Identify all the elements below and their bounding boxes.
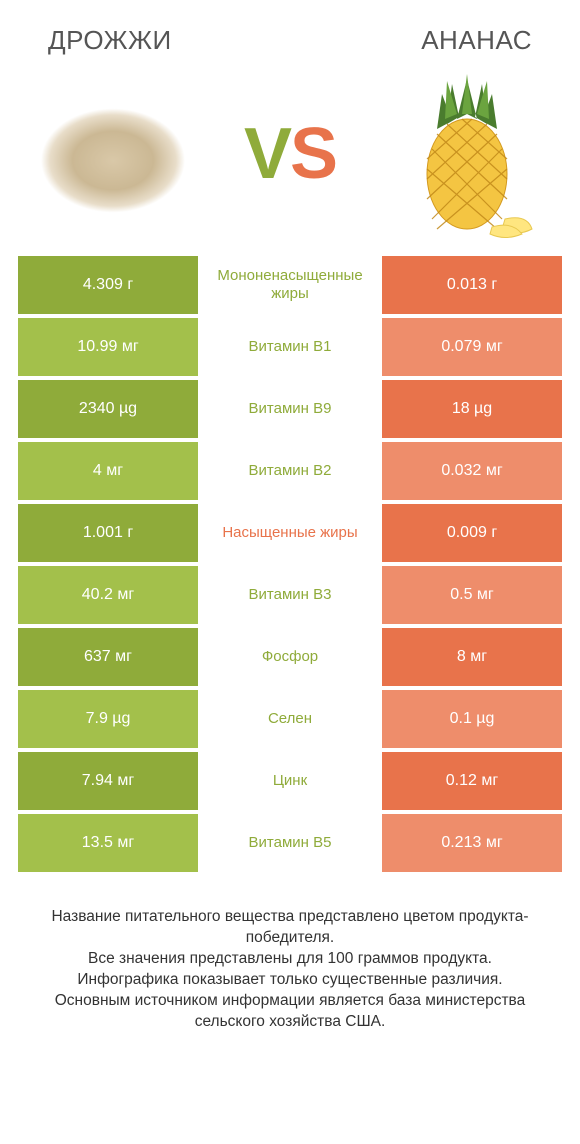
- right-value: 0.1 µg: [382, 690, 562, 748]
- left-value: 1.001 г: [18, 504, 198, 562]
- left-value: 4 мг: [18, 442, 198, 500]
- nutrient-label: Насыщенные жиры: [198, 504, 382, 562]
- nutrient-label: Мононенасыщенные жиры: [198, 256, 382, 314]
- nutrient-label: Витамин B1: [198, 318, 382, 376]
- footer-line: Инфографика показывает только существенн…: [28, 970, 552, 991]
- vs-label: VS: [244, 113, 336, 195]
- footer-line: Все значения представлены для 100 граммо…: [28, 949, 552, 970]
- vs-v: V: [244, 114, 290, 194]
- table-row: 7.94 мгЦинк0.12 мг: [18, 752, 562, 810]
- table-row: 2340 µgВитамин B918 µg: [18, 380, 562, 438]
- right-value: 0.032 мг: [382, 442, 562, 500]
- footer-notes: Название питательного вещества представл…: [18, 907, 562, 1033]
- nutrient-label: Фосфор: [198, 628, 382, 686]
- table-row: 637 мгФосфор8 мг: [18, 628, 562, 686]
- footer-line: Основным источником информации является …: [28, 991, 552, 1033]
- right-value: 0.12 мг: [382, 752, 562, 810]
- footer-line: Название питательного вещества представл…: [28, 907, 552, 949]
- nutrient-label: Цинк: [198, 752, 382, 810]
- right-value: 0.013 г: [382, 256, 562, 314]
- left-value: 7.94 мг: [18, 752, 198, 810]
- left-product-image: [28, 69, 198, 239]
- right-value: 0.009 г: [382, 504, 562, 562]
- table-row: 4 мгВитамин B20.032 мг: [18, 442, 562, 500]
- left-value: 40.2 мг: [18, 566, 198, 624]
- left-value: 4.309 г: [18, 256, 198, 314]
- pineapple-icon: [397, 69, 537, 239]
- yeast-icon: [38, 89, 188, 219]
- nutrient-label: Витамин B2: [198, 442, 382, 500]
- titles-row: ДРОЖЖИ АНАНАС: [18, 20, 562, 66]
- right-value: 0.5 мг: [382, 566, 562, 624]
- left-value: 2340 µg: [18, 380, 198, 438]
- left-product-title: ДРОЖЖИ: [48, 25, 172, 56]
- right-product-title: АНАНАС: [421, 25, 532, 56]
- right-value: 8 мг: [382, 628, 562, 686]
- nutrient-table: 4.309 гМононенасыщенные жиры0.013 г10.99…: [18, 256, 562, 872]
- table-row: 10.99 мгВитамин B10.079 мг: [18, 318, 562, 376]
- vs-s: S: [290, 114, 336, 194]
- table-row: 4.309 гМононенасыщенные жиры0.013 г: [18, 256, 562, 314]
- right-value: 0.213 мг: [382, 814, 562, 872]
- nutrient-label: Витамин B3: [198, 566, 382, 624]
- table-row: 7.9 µgСелен0.1 µg: [18, 690, 562, 748]
- left-value: 13.5 мг: [18, 814, 198, 872]
- left-value: 7.9 µg: [18, 690, 198, 748]
- table-row: 40.2 мгВитамин B30.5 мг: [18, 566, 562, 624]
- nutrient-label: Витамин B9: [198, 380, 382, 438]
- left-value: 10.99 мг: [18, 318, 198, 376]
- left-value: 637 мг: [18, 628, 198, 686]
- hero-row: VS: [18, 66, 562, 256]
- table-row: 13.5 мгВитамин B50.213 мг: [18, 814, 562, 872]
- nutrient-label: Витамин B5: [198, 814, 382, 872]
- comparison-infographic: ДРОЖЖИ АНАНАС VS: [0, 0, 580, 1144]
- table-row: 1.001 гНасыщенные жиры0.009 г: [18, 504, 562, 562]
- right-product-image: [382, 69, 552, 239]
- right-value: 0.079 мг: [382, 318, 562, 376]
- right-value: 18 µg: [382, 380, 562, 438]
- nutrient-label: Селен: [198, 690, 382, 748]
